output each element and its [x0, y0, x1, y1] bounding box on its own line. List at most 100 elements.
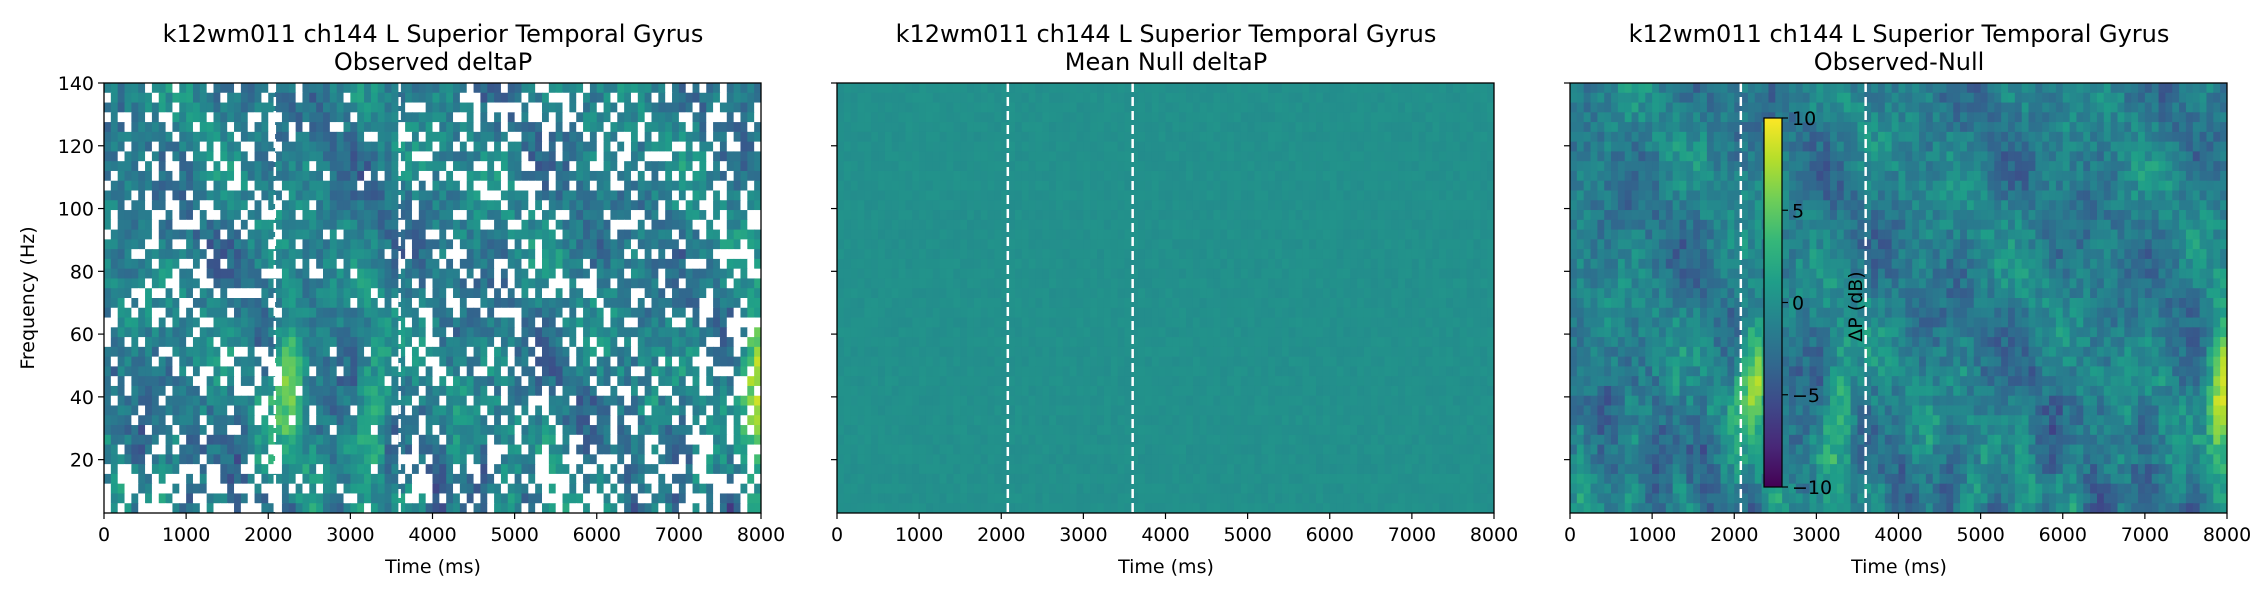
heatmap-cell	[678, 385, 687, 397]
heatmap-cell	[254, 395, 262, 407]
heatmap-cell	[172, 112, 180, 123]
heatmap-cell	[302, 395, 310, 407]
heatmap-cell	[754, 385, 761, 397]
heatmap-cell	[507, 503, 516, 513]
heatmap-cell	[1466, 112, 1475, 123]
heatmap-cell	[699, 425, 707, 436]
heatmap-cell	[384, 200, 393, 211]
heatmap-cell	[719, 425, 728, 436]
heatmap-cell	[1316, 83, 1324, 94]
heatmap-cell	[480, 395, 488, 407]
heatmap-cell	[1138, 83, 1146, 94]
heatmap-cell	[302, 366, 310, 377]
heatmap-cell	[535, 151, 543, 162]
heatmap-cell	[651, 239, 659, 250]
heatmap-cell	[603, 112, 612, 123]
heatmap-cell	[199, 376, 208, 387]
heatmap-cell	[576, 298, 584, 309]
heatmap-cell	[562, 92, 570, 104]
heatmap-cell	[323, 249, 331, 260]
heatmap-cell	[206, 483, 215, 495]
heatmap-cell	[685, 307, 694, 319]
heatmap-cell	[1158, 102, 1167, 113]
heatmap-cell	[644, 483, 653, 495]
heatmap-cell	[726, 122, 735, 133]
heatmap-cell	[405, 454, 413, 465]
heatmap-cell	[624, 298, 632, 309]
heatmap-cell	[459, 161, 468, 172]
heatmap-cell	[145, 473, 153, 485]
heatmap-cell	[740, 473, 748, 485]
heatmap-cell	[747, 483, 755, 495]
heatmap-cell	[281, 268, 290, 280]
heatmap-cell	[459, 376, 468, 387]
heatmap-cell	[323, 170, 331, 182]
heatmap-cell	[446, 327, 454, 338]
heatmap-cell	[1042, 141, 1050, 153]
heatmap-cell	[240, 473, 249, 485]
heatmap-cell	[275, 307, 283, 319]
heatmap-cell	[165, 376, 174, 387]
heatmap-cell	[336, 278, 345, 289]
heatmap-cell	[672, 503, 680, 513]
heatmap-cell	[535, 356, 543, 368]
heatmap-cell	[555, 317, 564, 328]
heatmap-cell	[391, 151, 399, 162]
heatmap-cell	[275, 200, 283, 211]
heatmap-cell	[418, 141, 427, 153]
heatmap-cell	[247, 415, 256, 426]
heatmap-cell	[514, 425, 523, 436]
heatmap-cell	[706, 83, 714, 94]
heatmap-cell	[678, 112, 687, 123]
heatmap-cell	[192, 473, 201, 485]
heatmap-cell	[411, 170, 420, 182]
heatmap-cell	[213, 92, 221, 104]
heatmap-cell	[336, 170, 345, 182]
heatmap-cell	[713, 337, 721, 348]
heatmap-cell	[329, 366, 338, 377]
heatmap-cell	[186, 83, 194, 94]
heatmap-cell	[1343, 112, 1351, 123]
heatmap-cell	[432, 415, 440, 426]
heatmap-cell	[1391, 112, 1399, 123]
heatmap-cell	[685, 385, 694, 397]
heatmap-cell	[747, 170, 755, 182]
heatmap-cell	[268, 102, 276, 113]
heatmap-cell	[309, 141, 317, 153]
heatmap-cell	[837, 102, 845, 113]
heatmap-cell	[1014, 112, 1023, 123]
heatmap-cell	[391, 112, 399, 123]
heatmap-cell	[124, 298, 132, 309]
heatmap-cell	[131, 102, 139, 113]
heatmap-cell	[466, 415, 475, 426]
heatmap-cell	[384, 288, 393, 299]
heatmap-cell	[507, 268, 516, 280]
heatmap-cell	[275, 180, 283, 192]
heatmap-cell	[302, 288, 310, 299]
heatmap-cell	[1357, 102, 1365, 113]
heatmap-cell	[110, 346, 119, 358]
heatmap-cell	[364, 239, 372, 250]
heatmap-cell	[713, 190, 721, 201]
heatmap-cell	[384, 219, 393, 231]
heatmap-cell	[117, 102, 126, 113]
heatmap-cell	[651, 180, 659, 192]
heatmap-cell	[179, 210, 187, 221]
heatmap-cell	[247, 298, 256, 309]
heatmap-cell	[220, 376, 228, 387]
heatmap-cell	[473, 346, 481, 358]
heatmap-cell	[446, 307, 454, 319]
heatmap-cell	[391, 356, 399, 368]
heatmap-cell	[213, 415, 221, 426]
heatmap-cell	[603, 395, 612, 407]
heatmap-cell	[603, 122, 612, 133]
heatmap-cell	[500, 503, 509, 513]
heatmap-cell	[309, 376, 317, 387]
heatmap-cell	[1240, 112, 1249, 123]
heatmap-cell	[706, 112, 714, 123]
heatmap-cell	[124, 317, 132, 328]
heatmap-cell	[843, 122, 852, 133]
heatmap-cell	[151, 317, 160, 328]
heatmap-cell	[364, 366, 372, 377]
heatmap-cell	[925, 102, 934, 113]
